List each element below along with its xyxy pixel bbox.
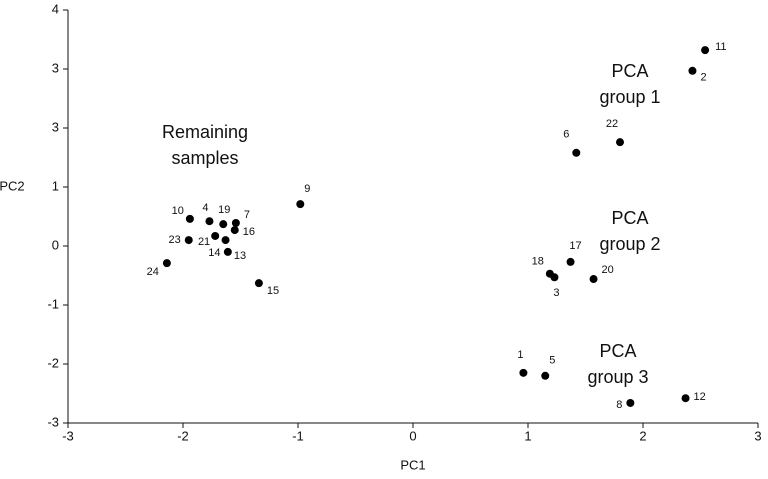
point [205,217,214,226]
point-label: 13 [234,250,246,262]
point-label: 21 [198,236,210,248]
point [296,200,305,209]
point [254,279,263,288]
y-axis-label: PC2 [0,178,25,193]
y-tick-label: -1 [47,296,59,311]
point-label: 4 [202,202,208,214]
point-label: 20 [602,264,614,276]
point-label: 15 [267,285,279,297]
point [626,398,635,407]
point-label: 17 [569,240,581,252]
point [589,275,598,284]
point [550,273,559,282]
point [541,371,550,380]
point-label: 5 [549,355,555,367]
point [223,247,232,256]
point-label: 10 [172,205,184,217]
annotation: PCA [599,341,636,361]
point [519,368,528,377]
point-label: 3 [553,287,559,299]
x-tick-label: 1 [524,428,531,443]
annotation: group 3 [587,367,648,387]
x-axis-label: PC1 [400,457,425,472]
y-tick-label: 3 [52,119,59,134]
point [701,46,710,55]
point-label: 16 [243,226,255,238]
point-label: 8 [616,399,622,411]
point-label: 18 [532,256,544,268]
point [681,394,690,403]
point-label: 2 [700,72,706,84]
y-tick-label: 3 [52,60,59,75]
x-tick-label: 2 [639,428,646,443]
point-label: 19 [218,204,230,216]
y-tick-label: -3 [47,414,59,429]
point-label: 7 [244,209,250,221]
point-label: 11 [715,41,726,53]
x-tick-label: -1 [292,428,304,443]
point [219,220,228,229]
y-tick-label: 1 [52,178,59,193]
annotation: group 1 [599,87,660,107]
point-label: 24 [147,266,159,278]
x-tick-label: -3 [62,428,74,443]
point [185,214,194,223]
point [230,226,239,235]
point-label: 12 [694,391,706,403]
point [221,236,230,245]
x-tick-label: -2 [177,428,189,443]
x-tick-label: 3 [754,428,761,443]
point [688,66,697,75]
point-label: 1 [517,349,523,361]
annotation: Remaining [162,122,248,142]
point-label: 22 [606,118,618,130]
point [572,148,581,157]
y-tick-label: -2 [47,355,59,370]
point-label: 23 [169,234,181,246]
point [162,259,171,268]
x-tick-label: 0 [409,428,416,443]
annotation: samples [171,148,238,168]
point-label: 6 [563,129,569,141]
annotation: PCA [611,61,648,81]
point [616,138,624,147]
annotation: PCA [611,208,648,228]
point [231,218,240,227]
point [566,257,575,266]
y-tick-label: 4 [52,1,59,16]
point [184,236,193,245]
y-tick-label: 0 [52,237,59,252]
point-label: 9 [304,183,310,195]
point [211,231,220,240]
point-label: 14 [208,247,220,259]
annotation: group 2 [599,234,660,254]
